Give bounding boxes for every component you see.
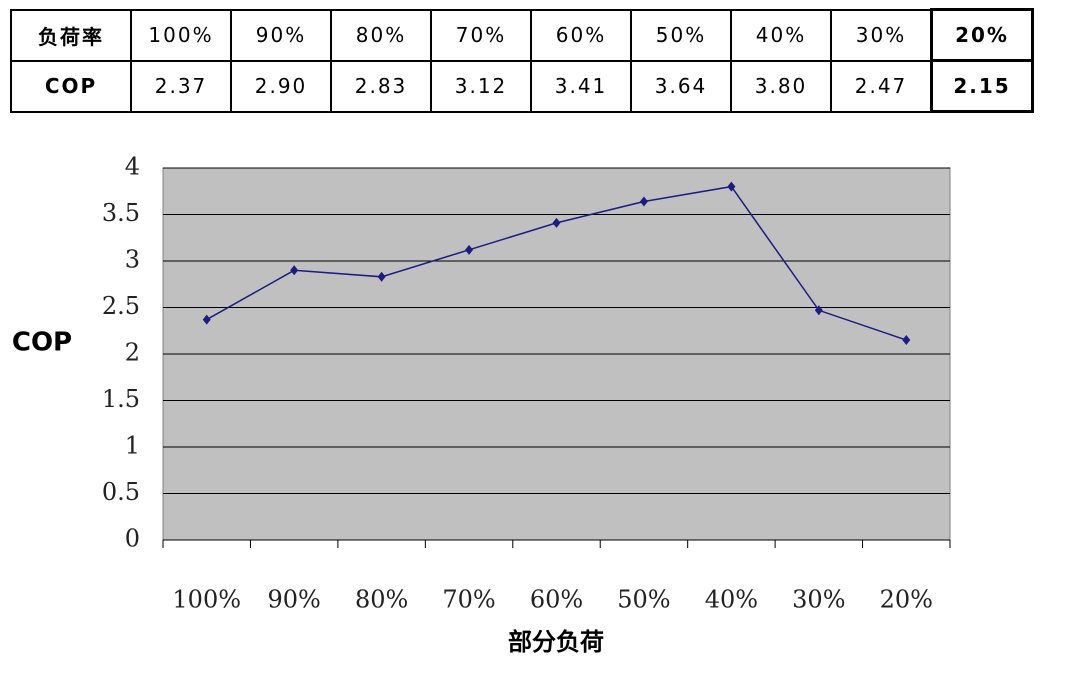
marker <box>639 196 648 207</box>
y-tick-label: 3.5 <box>102 199 140 227</box>
table-cell: 3.41 <box>530 59 632 113</box>
table-cell: 3.64 <box>630 59 732 113</box>
table-cell: 80% <box>330 8 432 62</box>
y-tick-label: 1.5 <box>102 385 140 413</box>
table-cell: 30% <box>830 8 933 62</box>
table-cell: 90% <box>230 8 332 62</box>
x-tick-label: 40% <box>705 586 758 614</box>
marker <box>902 335 911 346</box>
x-axis-label: 部分负荷 <box>508 628 604 656</box>
x-tick-label: 50% <box>617 586 670 614</box>
x-tick-label: 90% <box>267 586 320 614</box>
x-tick-label: 100% <box>172 586 241 614</box>
marker <box>727 181 736 192</box>
marker <box>290 265 299 276</box>
table-cell: 60% <box>530 8 632 62</box>
table-cell: 2.83 <box>330 59 432 113</box>
y-tick-label: 0.5 <box>102 478 140 506</box>
x-tick-label: 70% <box>442 586 495 614</box>
marker <box>814 305 823 316</box>
marker <box>202 314 211 325</box>
table-row: COP 2.37 2.90 2.83 3.12 3.41 3.64 3.80 2.47 2.15 <box>10 59 1034 113</box>
marker <box>377 271 386 282</box>
x-tick-label: 60% <box>530 586 583 614</box>
x-tick-label: 80% <box>355 586 408 614</box>
data-table: 负荷率 100% 90% 80% 70% 60% 50% 40% 30% 20% COP 2.37 2.… <box>10 8 1034 113</box>
y-tick-label: 2.5 <box>102 292 140 320</box>
table-cell: 2.90 <box>230 59 332 113</box>
table-cell: 100% <box>130 8 232 62</box>
y-tick-label: 0 <box>125 525 140 553</box>
table-cell: 2.15 <box>930 59 1034 113</box>
y-tick-label: 2 <box>125 339 140 367</box>
y-tick-label: 4 <box>125 153 140 181</box>
table-row: 负荷率 100% 90% 80% 70% 60% 50% 40% 30% 20% <box>10 8 1034 62</box>
table-cell: 70% <box>430 8 532 62</box>
table-cell: 2.47 <box>830 59 933 113</box>
table-cell: COP <box>10 59 132 113</box>
table-cell: 3.12 <box>430 59 532 113</box>
y-tick-label: 1 <box>125 432 140 460</box>
table-cell: 3.80 <box>730 59 832 113</box>
table-cell: 2.37 <box>130 59 232 113</box>
table-cell: 40% <box>730 8 832 62</box>
y-axis-label: COP <box>12 328 72 358</box>
x-tick-label: 30% <box>792 586 845 614</box>
marker <box>552 217 561 228</box>
table-cell: 负荷率 <box>10 8 132 62</box>
x-tick-label: 20% <box>880 586 933 614</box>
y-tick-label: 3 <box>125 246 140 274</box>
table-cell: 20% <box>930 8 1034 62</box>
marker <box>465 244 474 255</box>
table-cell: 50% <box>630 8 732 62</box>
